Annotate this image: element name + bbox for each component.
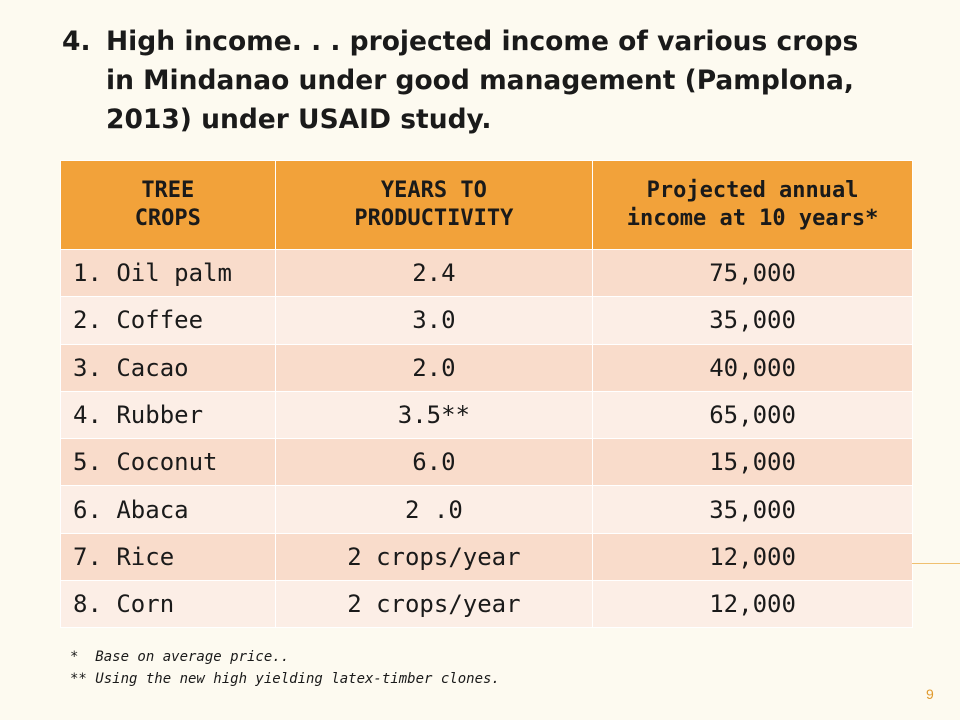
years-cell: 2 .0 xyxy=(274,485,594,534)
slide-title: 4. High income. . . projected income of v… xyxy=(62,22,942,139)
crop-cell: 7. Rice xyxy=(60,532,276,582)
income-cell: 65,000 xyxy=(592,390,913,440)
page-number: 9 xyxy=(926,686,934,702)
footnote-1: * Base on average price.. xyxy=(70,649,290,665)
crop-cell: 2. Coffee xyxy=(60,296,276,345)
income-cell: 12,000 xyxy=(592,580,913,629)
title-line-2: in Mindanao under good management (Pampl… xyxy=(106,65,854,96)
footnote-2: ** Using the new high yielding latex-tim… xyxy=(70,671,500,687)
table-row: 4. Rubber 3.5** 65,000 xyxy=(60,390,913,440)
title-line-3: 2013) under USAID study. xyxy=(106,104,492,135)
crop-income-table: TREE CROPS YEARS TO PRODUCTIVITY Project… xyxy=(60,160,913,629)
crop-cell: 1. Oil palm xyxy=(60,248,276,298)
years-cell: 2 crops/year xyxy=(274,580,594,629)
crop-cell: 8. Corn xyxy=(60,580,276,629)
footnotes: * Base on average price.. ** Using the n… xyxy=(70,646,500,690)
years-cell: 3.0 xyxy=(274,296,594,345)
header-tree-crops: TREE CROPS xyxy=(60,160,276,250)
table-row: 2. Coffee 3.0 35,000 xyxy=(60,296,913,345)
income-cell: 12,000 xyxy=(592,532,913,582)
years-cell: 6.0 xyxy=(274,438,594,487)
income-cell: 15,000 xyxy=(592,438,913,487)
income-cell: 35,000 xyxy=(592,485,913,534)
years-cell: 2.0 xyxy=(274,343,594,392)
crop-cell: 4. Rubber xyxy=(60,390,276,440)
years-cell: 3.5** xyxy=(274,390,594,440)
table-header-row: TREE CROPS YEARS TO PRODUCTIVITY Project… xyxy=(60,160,913,250)
crop-cell: 5. Coconut xyxy=(60,438,276,487)
decorative-divider xyxy=(912,563,960,564)
income-cell: 35,000 xyxy=(592,296,913,345)
table-row: 3. Cacao 2.0 40,000 xyxy=(60,343,913,392)
table-row: 8. Corn 2 crops/year 12,000 xyxy=(60,580,913,629)
table-row: 1. Oil palm 2.4 75,000 xyxy=(60,248,913,298)
income-cell: 75,000 xyxy=(592,248,913,298)
years-cell: 2 crops/year xyxy=(274,532,594,582)
header-projected-income: Projected annual income at 10 years* xyxy=(592,160,913,250)
crop-cell: 3. Cacao xyxy=(60,343,276,392)
table-row: 5. Coconut 6.0 15,000 xyxy=(60,438,913,487)
table-row: 7. Rice 2 crops/year 12,000 xyxy=(60,532,913,582)
table-row: 6. Abaca 2 .0 35,000 xyxy=(60,485,913,534)
crop-cell: 6. Abaca xyxy=(60,485,276,534)
title-number: 4. xyxy=(62,26,91,57)
title-line-1: High income. . . projected income of var… xyxy=(106,26,859,57)
years-cell: 2.4 xyxy=(274,248,594,298)
header-years-to-productivity: YEARS TO PRODUCTIVITY xyxy=(274,160,594,250)
income-cell: 40,000 xyxy=(592,343,913,392)
